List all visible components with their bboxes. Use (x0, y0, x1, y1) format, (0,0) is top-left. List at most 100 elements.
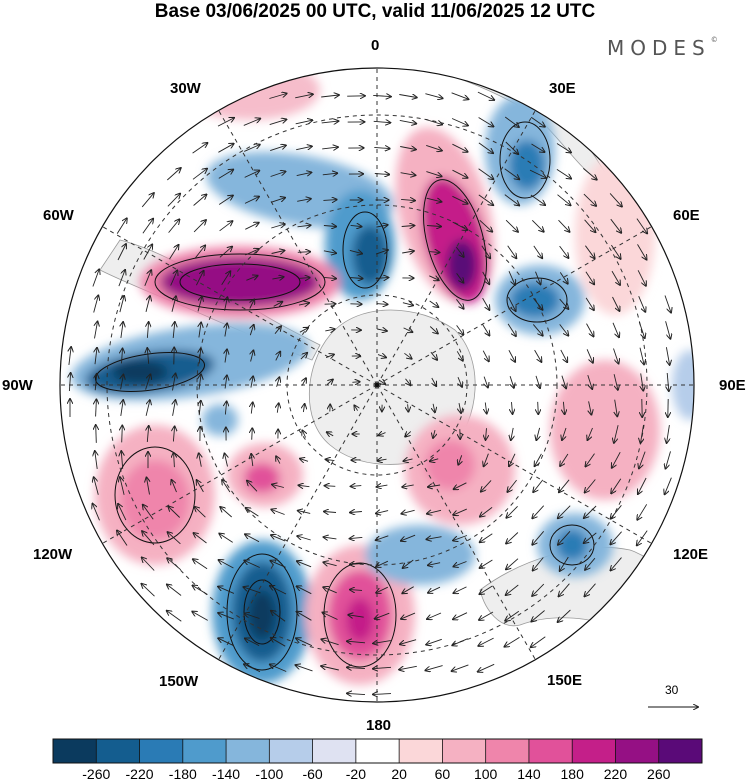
wind-arrow (192, 169, 207, 180)
wind-arrow (271, 638, 286, 647)
wind-arrow (119, 296, 124, 313)
wind-arrow (586, 323, 594, 337)
wind-arrow (376, 560, 389, 567)
wind-arrow (376, 535, 389, 540)
wind-arrow (350, 225, 362, 226)
wind-arrow (481, 245, 490, 258)
wind-arrow (584, 219, 596, 232)
south-pole-marker (374, 382, 380, 388)
wind-arrow (192, 612, 208, 621)
wind-arrow (459, 403, 461, 413)
wind-arrow (218, 170, 233, 179)
wind-arrow (246, 276, 257, 281)
wind-arrow (482, 350, 489, 362)
wind-arrow (218, 638, 234, 647)
wind-arrow (299, 328, 308, 332)
wind-arrow (93, 296, 99, 313)
wind-arrow (614, 425, 619, 443)
wind-arrow (480, 559, 493, 568)
reference-vector-label: 30 (665, 683, 679, 697)
wind-arrow (142, 531, 155, 546)
colorbar-swatch (658, 739, 703, 763)
wind-arrow (142, 558, 155, 571)
wind-arrow (142, 584, 155, 597)
wind-arrow (172, 480, 177, 493)
wind-arrow (507, 479, 517, 492)
wind-arrow (323, 613, 338, 620)
colorbar-tick-label: -100 (255, 766, 284, 782)
wind-arrow (482, 271, 490, 284)
wind-arrow (586, 349, 593, 362)
wind-arrow (404, 352, 411, 358)
lon-label-60w: 60W (43, 207, 74, 224)
wind-arrow (560, 453, 569, 466)
wind-arrow (506, 532, 519, 544)
wind-arrow (219, 247, 232, 258)
wind-arrow (375, 250, 388, 255)
wind-arrow (480, 585, 493, 594)
wind-arrow (508, 349, 515, 362)
wind-arrow (452, 143, 467, 152)
wind-arrow (193, 195, 207, 206)
wind-arrow (485, 402, 486, 414)
wind-arrow (322, 173, 337, 175)
wind-arrow (145, 296, 150, 313)
wind-arrow (326, 459, 335, 460)
wind-arrow (95, 322, 98, 339)
wind-arrow (484, 453, 489, 467)
wind-arrow (245, 249, 258, 256)
wind-arrow (532, 583, 545, 596)
wind-arrow (118, 504, 127, 521)
wind-arrow (225, 297, 228, 311)
wind-arrow (269, 119, 287, 126)
wind-arrow (144, 270, 151, 286)
wind-arrow (245, 614, 260, 619)
wind-arrow (508, 271, 515, 285)
wind-arrow (297, 199, 311, 202)
wind-arrow (95, 348, 97, 365)
lon-label-60e: 60E (673, 207, 700, 224)
wind-arrow (611, 478, 622, 494)
wind-arrow (147, 426, 148, 443)
wind-arrow (218, 587, 235, 594)
wind-arrow (145, 400, 150, 416)
wind-arrow (122, 349, 123, 364)
wind-arrow (350, 590, 363, 591)
wind-arrow (297, 536, 311, 541)
wind-arrow (478, 142, 493, 153)
wind-arrow (667, 425, 670, 443)
wind-arrow (271, 611, 286, 622)
wind-arrow (373, 667, 392, 668)
wind-arrow (429, 326, 438, 334)
wind-arrow (478, 663, 495, 671)
wind-arrow (637, 244, 647, 259)
wind-arrow (404, 459, 413, 461)
wind-arrow (173, 322, 175, 338)
wind-arrow (244, 145, 260, 152)
colorbar-swatch (355, 739, 400, 763)
wind-arrow (505, 141, 518, 154)
wind-arrow (430, 351, 437, 360)
wind-arrow (509, 453, 516, 466)
wind-arrow (173, 427, 174, 442)
lon-label-180: 180 (366, 717, 392, 734)
wind-arrow (533, 298, 543, 309)
wind-arrow (270, 172, 286, 177)
wind-arrow (558, 505, 571, 519)
wind-arrow (504, 168, 520, 180)
wind-arrow (425, 665, 443, 671)
wind-arrow (296, 146, 312, 149)
wind-arrow (452, 221, 468, 230)
wind-arrow (666, 347, 669, 365)
lon-label-90e: 90E (719, 377, 746, 394)
wind-arrow (559, 479, 570, 492)
wind-arrow (251, 402, 252, 414)
wind-arrow (325, 354, 334, 357)
wind-arrow (403, 559, 414, 568)
wind-vector-field (69, 92, 672, 695)
wind-arrow (558, 219, 570, 232)
wind-arrow (244, 587, 261, 594)
wind-arrow (197, 480, 204, 493)
wind-arrow (530, 194, 545, 205)
wind-arrow (327, 432, 334, 436)
